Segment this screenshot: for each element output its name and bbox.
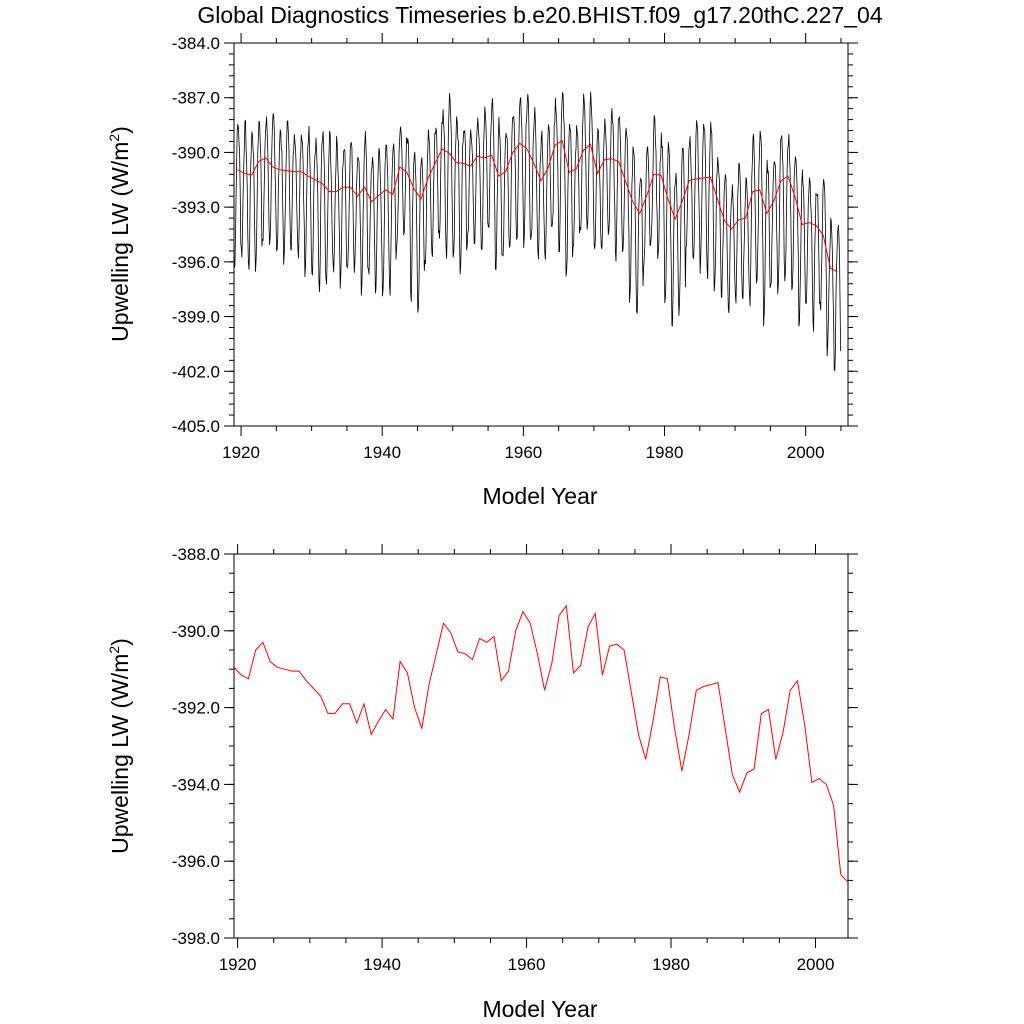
x-tick-label: 1940 <box>363 443 401 462</box>
top-axis-ticks <box>224 33 858 436</box>
y-tick-label: -387.0 <box>172 89 220 108</box>
x-tick-label: 1920 <box>219 955 257 974</box>
y-tick-label: -396.0 <box>172 852 220 871</box>
annual-mean-line-top <box>237 139 838 273</box>
x-tick-label: 1940 <box>363 955 401 974</box>
y-tick-label: -394.0 <box>172 775 220 794</box>
x-tick-label: 1960 <box>504 443 542 462</box>
top-panel: -384.0 -387.0 -390.0 -393.0 -396.0 -399.0 -402… <box>106 33 858 509</box>
y-tick-label: -390.0 <box>172 622 220 641</box>
monthly-series-line <box>233 91 841 372</box>
y-tick-label: -392.0 <box>172 699 220 718</box>
page-title: Global Diagnostics Timeseries b.e20.BHIS… <box>197 2 883 28</box>
bottom-panel: -388.0 -390.0 -392.0 -394.0 -396.0 -398.0 192… <box>106 544 858 1022</box>
y-tick-label: -402.0 <box>172 362 220 381</box>
y-tick-label: -398.0 <box>172 929 220 948</box>
x-tick-label: 2000 <box>787 443 825 462</box>
x-tick-label: 1920 <box>222 443 260 462</box>
top-y-axis-title: Upwelling LW (W/m2) <box>106 126 133 342</box>
y-tick-label: -390.0 <box>172 143 220 162</box>
top-plot-frame <box>233 42 849 427</box>
y-tick-label: -396.0 <box>172 253 220 272</box>
bottom-x-axis-title: Model Year <box>482 996 597 1022</box>
top-y-tick-labels: -384.0 -387.0 -390.0 -393.0 -396.0 -399.0 -402… <box>172 34 220 436</box>
bottom-axis-ticks <box>224 544 858 948</box>
annual-mean-line-bottom <box>233 604 849 883</box>
y-tick-label: -393.0 <box>172 198 220 217</box>
y-tick-label: -405.0 <box>172 417 220 436</box>
y-tick-label: -388.0 <box>172 545 220 564</box>
x-tick-label: 1980 <box>652 955 690 974</box>
top-x-axis-title: Model Year <box>482 483 597 509</box>
x-tick-label: 2000 <box>797 955 835 974</box>
x-tick-label: 1980 <box>646 443 684 462</box>
y-tick-label: -399.0 <box>172 308 220 327</box>
x-tick-label: 1960 <box>508 955 546 974</box>
bottom-y-tick-labels: -388.0 -390.0 -392.0 -394.0 -396.0 -398.0 <box>172 545 220 948</box>
y-tick-label: -384.0 <box>172 34 220 53</box>
bottom-x-tick-labels: 1920 1940 1960 1980 2000 <box>219 955 835 974</box>
bottom-y-axis-title: Upwelling LW (W/m2) <box>106 638 133 854</box>
bottom-plot-frame <box>233 553 849 939</box>
top-x-tick-labels: 1920 1940 1960 1980 2000 <box>222 443 824 462</box>
